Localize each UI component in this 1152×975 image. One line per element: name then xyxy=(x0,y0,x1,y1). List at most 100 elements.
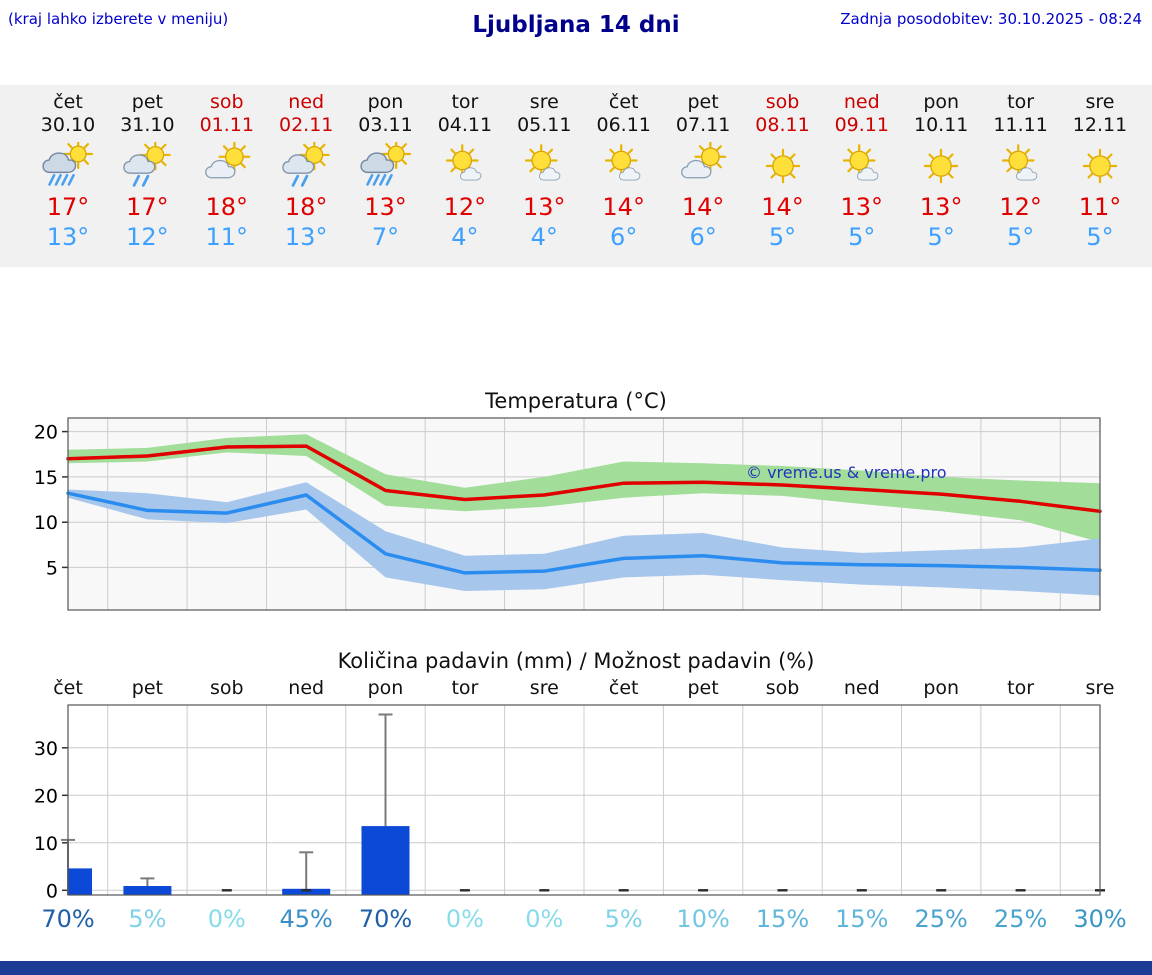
low-temp: 4° xyxy=(451,223,479,251)
low-temp: 5° xyxy=(1006,223,1035,251)
precip-day-label: ned xyxy=(843,677,880,699)
zero-precip-tick xyxy=(698,889,709,892)
high-temp: 13° xyxy=(523,193,566,221)
forecast-day-9[interactable]: pet 07.11 14° 6° xyxy=(660,91,746,251)
high-temp: 11° xyxy=(1078,193,1122,221)
day-name: ned xyxy=(288,91,325,113)
day-date: 07.11 xyxy=(675,114,731,136)
day-date: 03.11 xyxy=(358,114,413,136)
day-date: 30.10 xyxy=(40,114,96,136)
forecast-day-6[interactable]: tor 04.11 12° 4° xyxy=(422,91,508,251)
forecast-day-5[interactable]: pon 03.11 13° 7° xyxy=(343,91,429,251)
zero-precip-tick xyxy=(618,889,629,892)
low-temp: 4° xyxy=(530,223,558,251)
forecast-day-8[interactable]: čet 06.11 14° 6° xyxy=(581,91,667,251)
temperature-chart-title: Temperatura (°C) xyxy=(485,389,667,413)
precip-bar xyxy=(282,888,331,895)
precip-probability: 5% xyxy=(128,905,167,933)
precip-bar xyxy=(68,868,92,895)
low-temp: 5° xyxy=(768,223,797,251)
high-temp: 17° xyxy=(46,193,90,221)
precip-day-label: pet xyxy=(131,677,163,699)
forecast-day-11[interactable]: ned 09.11 13° 5° xyxy=(819,91,905,251)
precip-day-label: sob xyxy=(765,677,800,699)
location-hint: (kraj lahko izberete v meniju) xyxy=(8,10,229,28)
forecast-day-12[interactable]: pon 10.11 13° 5° xyxy=(898,91,984,251)
zero-precip-tick xyxy=(1015,889,1026,892)
day-date: 10.11 xyxy=(913,114,969,136)
precip-y-tick-label: 10 xyxy=(34,833,58,855)
temperature-chart: 5 10 15 20 © vreme.us & vreme.pro xyxy=(0,414,1152,614)
forecast-day-13[interactable]: tor 11.11 12° 5° xyxy=(978,91,1064,251)
forecast-day-14[interactable]: sre 12.11 11° 5° xyxy=(1057,91,1143,251)
forecast-day-1[interactable]: čet 30.10 17° 13° xyxy=(25,91,111,251)
day-date: 11.11 xyxy=(993,114,1048,136)
high-temp: 12° xyxy=(443,193,487,221)
forecast-day-3[interactable]: sob 01.11 18° 11° xyxy=(184,91,270,251)
day-name: pon xyxy=(923,91,960,113)
forecast-day-2[interactable]: pet 31.10 17° 12° xyxy=(104,91,190,251)
precip-y-tick-label: 20 xyxy=(34,785,58,807)
precip-probability: 25% xyxy=(993,905,1048,933)
last-updated: Zadnja posodobitev: 30.10.2025 - 08:24 xyxy=(840,10,1142,28)
precip-day-labels-row: čet pet sob ned pon tor sre čet pet sob ned pon tor s… xyxy=(0,674,1152,702)
precip-probability: 70% xyxy=(41,905,95,933)
sun-small-cloud-icon xyxy=(422,140,508,192)
temp-y-tick-label: 15 xyxy=(34,467,58,489)
sun-cloud-icon xyxy=(184,140,270,192)
forecast-day-4[interactable]: ned 02.11 18° 13° xyxy=(263,91,349,251)
day-date: 31.10 xyxy=(120,114,175,136)
day-name: sob xyxy=(210,91,244,113)
precip-probability: 10% xyxy=(676,905,730,933)
high-temp: 13° xyxy=(840,193,884,221)
day-name: čet xyxy=(53,91,83,113)
high-temp: 14° xyxy=(761,193,804,221)
low-temp: 5° xyxy=(1086,223,1114,251)
precip-probability: 15% xyxy=(835,905,889,933)
zero-precip-tick xyxy=(539,889,550,892)
day-date: 04.11 xyxy=(437,114,493,136)
temp-y-tick-label: 10 xyxy=(34,512,58,534)
precip-day-label: čet xyxy=(608,677,639,699)
precip-probability: 0% xyxy=(525,905,564,933)
zero-precip-tick xyxy=(777,889,788,892)
sun-small-cloud-icon xyxy=(978,140,1064,192)
forecast-day-7[interactable]: sre 05.11 13° 4° xyxy=(501,91,587,251)
forecast-strip: čet 30.10 17° 13° pet 31.10 17° 12° sob 01.11 18° 1… xyxy=(0,85,1152,267)
day-name: pet xyxy=(687,91,719,113)
precip-bar xyxy=(361,826,410,895)
precip-day-label: ned xyxy=(288,677,325,699)
day-name: tor xyxy=(1007,91,1035,113)
high-temp: 18° xyxy=(284,193,328,221)
high-temp: 14° xyxy=(602,193,645,221)
precip-probability: 70% xyxy=(358,905,413,933)
footer-bar xyxy=(0,961,1152,975)
zero-precip-tick xyxy=(936,889,947,892)
sun-cloud-rain-icon xyxy=(343,140,429,192)
day-date: 02.11 xyxy=(278,114,334,136)
precip-chart: 0 10 20 30 xyxy=(0,702,1152,902)
day-date: 06.11 xyxy=(596,114,651,136)
day-date: 08.11 xyxy=(755,114,810,136)
precip-probability: 0% xyxy=(207,905,246,933)
forecast-day-10[interactable]: sob 08.11 14° 5° xyxy=(740,91,826,251)
low-temp: 13° xyxy=(46,223,90,251)
precip-probability: 5% xyxy=(604,905,643,933)
precip-probability-row: 70% 5% 0% 45% 70% 0% 0% 5% 10% 15% 15% 25% 25% 30% xyxy=(0,904,1152,936)
high-temp: 12° xyxy=(999,193,1042,221)
day-name: sre xyxy=(529,91,559,113)
day-name: sob xyxy=(765,91,800,113)
page-title: Ljubljana 14 dni xyxy=(472,12,680,38)
precip-y-tick-label: 30 xyxy=(34,738,58,760)
low-temp: 13° xyxy=(284,223,328,251)
day-date: 12.11 xyxy=(1072,114,1128,136)
precip-y-tick-label: 0 xyxy=(46,880,58,900)
precip-probability: 25% xyxy=(914,905,968,933)
day-name: sre xyxy=(1085,91,1115,113)
day-name: ned xyxy=(843,91,880,113)
low-temp: 11° xyxy=(205,223,249,251)
day-name: pet xyxy=(131,91,163,113)
high-temp: 18° xyxy=(205,193,249,221)
precip-day-label: čet xyxy=(53,677,83,699)
day-date: 01.11 xyxy=(199,114,254,136)
